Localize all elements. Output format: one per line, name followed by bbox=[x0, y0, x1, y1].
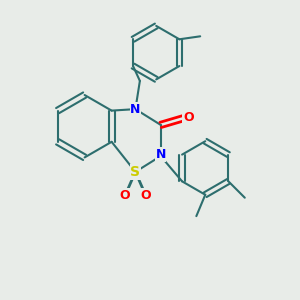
Text: N: N bbox=[130, 103, 141, 116]
Text: O: O bbox=[183, 111, 194, 124]
Text: S: S bbox=[130, 165, 140, 179]
Text: O: O bbox=[120, 189, 130, 202]
Text: O: O bbox=[140, 189, 151, 202]
Text: N: N bbox=[155, 148, 166, 161]
